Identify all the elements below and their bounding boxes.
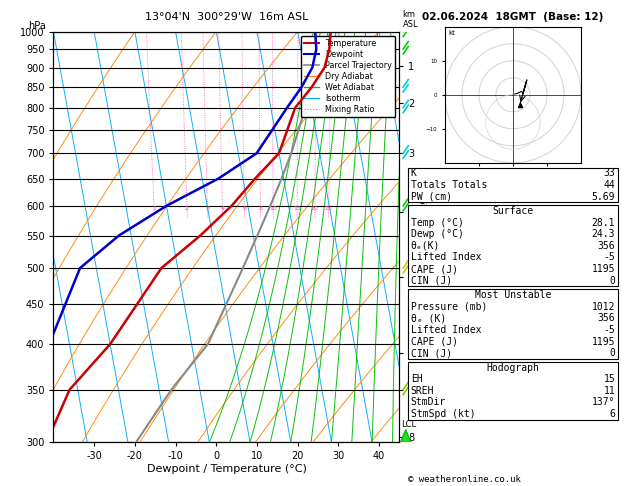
Text: 10: 10 bbox=[269, 206, 277, 211]
Text: kt: kt bbox=[448, 30, 455, 36]
Text: Most Unstable: Most Unstable bbox=[475, 290, 551, 300]
Text: 8: 8 bbox=[259, 206, 262, 211]
Text: 356: 356 bbox=[598, 241, 615, 251]
Text: CAPE (J): CAPE (J) bbox=[411, 336, 458, 347]
Text: 1195: 1195 bbox=[592, 264, 615, 274]
Text: 13°04'N  300°29'W  16m ASL: 13°04'N 300°29'W 16m ASL bbox=[145, 12, 308, 22]
Text: Dewp (°C): Dewp (°C) bbox=[411, 229, 464, 239]
Text: © weatheronline.co.uk: © weatheronline.co.uk bbox=[408, 475, 520, 484]
Text: Lifted Index: Lifted Index bbox=[411, 325, 481, 335]
Text: 15: 15 bbox=[603, 374, 615, 384]
Text: 24.3: 24.3 bbox=[592, 229, 615, 239]
Text: SREH: SREH bbox=[411, 386, 434, 396]
Legend: Temperature, Dewpoint, Parcel Trajectory, Dry Adiabat, Wet Adiabat, Isotherm, Mi: Temperature, Dewpoint, Parcel Trajectory… bbox=[301, 35, 396, 117]
Text: 11: 11 bbox=[603, 386, 615, 396]
Text: 0: 0 bbox=[610, 276, 615, 286]
Text: Lifted Index: Lifted Index bbox=[411, 253, 481, 262]
Text: -5: -5 bbox=[603, 253, 615, 262]
Text: 20: 20 bbox=[311, 206, 319, 211]
Text: -5: -5 bbox=[603, 325, 615, 335]
Text: 6: 6 bbox=[242, 206, 246, 211]
Text: LCL: LCL bbox=[401, 420, 416, 429]
Text: CIN (J): CIN (J) bbox=[411, 348, 452, 358]
Text: 5.69: 5.69 bbox=[592, 191, 615, 202]
Text: 6: 6 bbox=[610, 409, 615, 419]
Text: 0: 0 bbox=[610, 348, 615, 358]
Text: 15: 15 bbox=[293, 206, 301, 211]
Text: 1: 1 bbox=[152, 206, 156, 211]
Text: EH: EH bbox=[411, 374, 423, 384]
Text: 2: 2 bbox=[185, 206, 189, 211]
Text: CAPE (J): CAPE (J) bbox=[411, 264, 458, 274]
Text: StmSpd (kt): StmSpd (kt) bbox=[411, 409, 476, 419]
Text: 4: 4 bbox=[220, 206, 225, 211]
Text: 356: 356 bbox=[598, 313, 615, 323]
X-axis label: Dewpoint / Temperature (°C): Dewpoint / Temperature (°C) bbox=[147, 464, 306, 474]
Text: 137°: 137° bbox=[592, 398, 615, 407]
Text: CIN (J): CIN (J) bbox=[411, 276, 452, 286]
Text: 02.06.2024  18GMT  (Base: 12): 02.06.2024 18GMT (Base: 12) bbox=[422, 12, 603, 22]
Text: 44: 44 bbox=[603, 180, 615, 190]
Text: Temp (°C): Temp (°C) bbox=[411, 218, 464, 228]
Text: km
ASL: km ASL bbox=[403, 10, 418, 29]
Text: Hodograph: Hodograph bbox=[486, 363, 540, 373]
Text: 1012: 1012 bbox=[592, 302, 615, 312]
Text: 33: 33 bbox=[603, 169, 615, 178]
Text: Surface: Surface bbox=[493, 206, 533, 216]
Text: Totals Totals: Totals Totals bbox=[411, 180, 487, 190]
Text: θₑ(K): θₑ(K) bbox=[411, 241, 440, 251]
Text: 25: 25 bbox=[325, 206, 333, 211]
Y-axis label: Mixing Ratio (g/kg): Mixing Ratio (g/kg) bbox=[419, 194, 428, 280]
Text: 1195: 1195 bbox=[592, 336, 615, 347]
Text: hPa: hPa bbox=[28, 21, 46, 31]
Text: 28.1: 28.1 bbox=[592, 218, 615, 228]
Text: 3: 3 bbox=[206, 206, 209, 211]
Polygon shape bbox=[401, 430, 411, 442]
Text: Pressure (mb): Pressure (mb) bbox=[411, 302, 487, 312]
Text: PW (cm): PW (cm) bbox=[411, 191, 452, 202]
Text: StmDir: StmDir bbox=[411, 398, 446, 407]
Text: K: K bbox=[411, 169, 416, 178]
Text: θₑ (K): θₑ (K) bbox=[411, 313, 446, 323]
